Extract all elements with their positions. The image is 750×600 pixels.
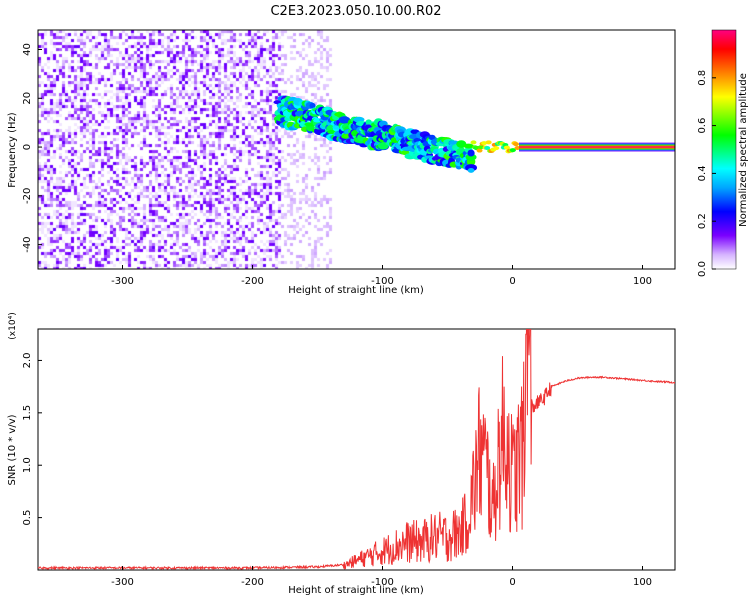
snr-x-ticks: -300 -200 -100 0 100 xyxy=(111,566,652,588)
spectrogram-y-ticks: -40 -20 0 20 40 xyxy=(22,43,42,253)
x-tick-label: 100 xyxy=(633,276,652,287)
colorbar-tick-label: 0.0 xyxy=(697,261,708,277)
spectrogram-blob xyxy=(485,140,492,145)
colorbar-ticks: 0.0 0.2 0.4 0.6 0.8 xyxy=(697,70,716,277)
y-tick-label: -20 xyxy=(22,188,33,204)
snr-series-line xyxy=(38,329,675,570)
spectrogram-blob xyxy=(514,145,521,150)
x-tick-label: -100 xyxy=(371,577,394,588)
spectrogram-x-ticks: -300 -200 -100 0 100 xyxy=(111,265,652,287)
x-tick-label: 100 xyxy=(633,577,652,588)
spectrogram-blob xyxy=(463,143,474,149)
y-tick-label: 0 xyxy=(22,144,33,150)
spectrogram-blob xyxy=(481,141,488,146)
spectrogram-frame xyxy=(37,29,676,270)
snr-x-label: Height of straight line (km) xyxy=(288,585,424,596)
y-tick-label: 2.0 xyxy=(22,352,33,368)
snr-y-scale-label: (x10⁴) xyxy=(8,312,18,339)
colorbar-label: Normalized spectral amplitude xyxy=(738,73,749,227)
x-tick-label: -200 xyxy=(241,577,264,588)
snr-frame xyxy=(37,328,676,571)
spectrogram-blob xyxy=(512,142,519,147)
spectrogram-x-label: Height of straight line (km) xyxy=(288,285,424,296)
spectrogram-carrier xyxy=(519,146,675,148)
x-tick-label: 0 xyxy=(509,577,515,588)
y-tick-label: 40 xyxy=(22,43,33,56)
spectrogram-blob xyxy=(484,146,491,151)
y-tick-label: 1.0 xyxy=(22,457,33,473)
x-tick-label: -100 xyxy=(371,276,394,287)
spectrogram-blob xyxy=(338,116,351,124)
spectrogram-blob xyxy=(465,153,477,161)
spectrogram-blob xyxy=(503,145,510,150)
y-tick-label: 20 xyxy=(22,92,33,105)
spectrogram-blob xyxy=(476,148,483,153)
snr-y-label: SNR (10 * v/v) xyxy=(7,414,18,485)
spectrogram-blob xyxy=(470,140,477,145)
y-tick-label: 1.5 xyxy=(22,405,33,421)
colorbar-tick-label: 0.4 xyxy=(697,165,708,181)
colorbar-tick-label: 0.8 xyxy=(697,70,708,86)
x-tick-label: -200 xyxy=(241,276,264,287)
spectrogram-y-label: Frequency (Hz) xyxy=(7,112,18,188)
figure-title: C2E3.2023.050.10.00.R02 xyxy=(270,4,441,19)
colorbar: 0.0 0.2 0.4 0.6 0.8 Normalized spectral ampl… xyxy=(697,29,749,277)
spectrogram-blob xyxy=(467,149,475,157)
x-tick-label: -300 xyxy=(111,276,134,287)
snr-y-ticks: 0.5 1.0 1.5 2.0 xyxy=(22,352,42,526)
spectrogram-blob xyxy=(309,102,316,109)
y-tick-label: -40 xyxy=(22,236,33,252)
spectrogram-blob xyxy=(493,146,500,151)
spectrogram-blob xyxy=(509,148,516,153)
x-tick-label: -300 xyxy=(111,577,134,588)
snr-panel: -300 -200 -100 0 100 0.5 1.0 1.5 2.0 Height of … xyxy=(7,312,676,596)
y-tick-label: 0.5 xyxy=(22,510,33,526)
colorbar-tick-label: 0.2 xyxy=(697,213,708,229)
x-tick-label: 0 xyxy=(509,276,515,287)
spectrogram-blob xyxy=(428,134,436,141)
spectrogram-cells xyxy=(38,30,675,269)
colorbar-gradient xyxy=(711,29,737,270)
spectrogram-blob xyxy=(467,168,475,173)
spectrogram-blob xyxy=(353,116,365,123)
spectrogram-blob xyxy=(478,145,485,150)
colorbar-tick-label: 0.6 xyxy=(697,118,708,134)
